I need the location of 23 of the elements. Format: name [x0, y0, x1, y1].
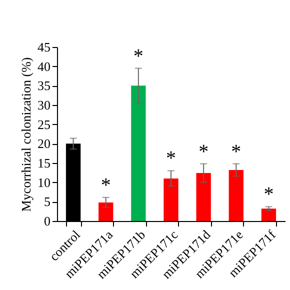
bar — [228, 170, 244, 221]
bar — [98, 202, 114, 221]
bar — [164, 178, 178, 221]
y-tick-label: 5 — [44, 194, 50, 210]
y-axis-title: Mycorrhizal colonization (%) — [18, 57, 34, 212]
annotation: * — [166, 148, 176, 170]
y-tick-label: 15 — [38, 156, 50, 170]
y-tick-label: 10 — [38, 174, 50, 190]
annotation: * — [198, 140, 209, 163]
annotation: * — [231, 140, 242, 163]
y-tick-label: 40 — [38, 58, 50, 74]
annotation: * — [264, 184, 274, 206]
annotation: * — [100, 174, 111, 196]
bar — [196, 173, 211, 221]
bar — [131, 86, 146, 221]
bar — [261, 208, 276, 221]
y-tick-label: 45 — [38, 40, 50, 54]
y-tick-label: 35 — [38, 78, 50, 94]
annotation: * — [133, 45, 144, 68]
y-tick-label: 30 — [38, 98, 50, 112]
y-tick-label: 25 — [38, 116, 50, 132]
y-tick-label: 20 — [38, 136, 50, 152]
y-tick-label: 0 — [44, 214, 50, 228]
